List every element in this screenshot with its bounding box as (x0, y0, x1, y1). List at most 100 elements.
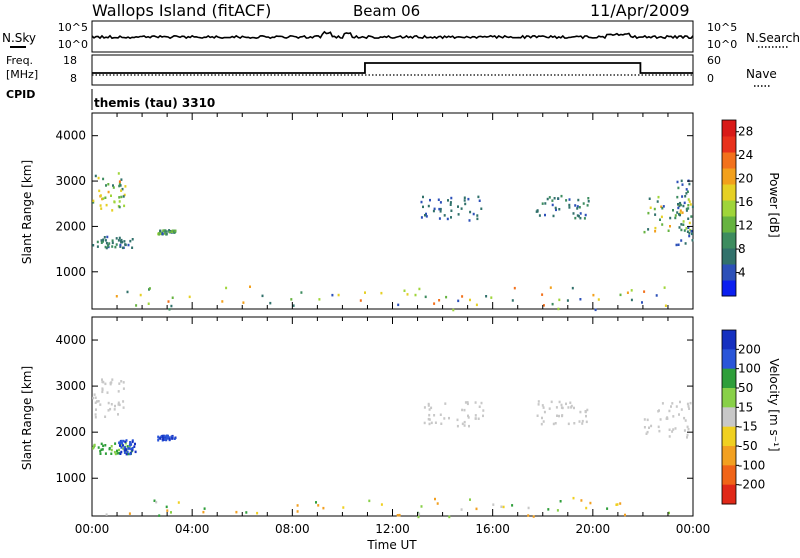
data-point (683, 229, 686, 232)
data-point (647, 228, 650, 231)
data-point (675, 243, 678, 247)
data-point (567, 422, 570, 426)
data-point (428, 418, 431, 421)
nsky-right-tick-top: 10^5 (707, 21, 737, 34)
velocity-colorbar-label: Velocity [m s⁻¹] (767, 358, 781, 451)
data-point (162, 229, 165, 232)
data-point (527, 514, 530, 517)
data-point (597, 298, 600, 301)
data-point (474, 414, 477, 417)
data-point (463, 196, 466, 199)
data-point (92, 447, 95, 450)
data-point (560, 403, 563, 407)
data-point (467, 414, 469, 418)
data-point (124, 446, 126, 449)
data-point (117, 390, 120, 393)
data-point (680, 228, 683, 232)
data-point (261, 294, 264, 298)
data-point (168, 229, 171, 232)
data-point (676, 195, 679, 199)
data-point (594, 308, 597, 312)
data-point (108, 242, 111, 245)
data-point (97, 400, 100, 403)
data-point (424, 295, 427, 299)
data-point (94, 413, 97, 416)
data-point (380, 503, 383, 506)
data-point (681, 211, 684, 214)
data-point (123, 204, 126, 208)
data-point (492, 503, 495, 506)
data-point (100, 442, 103, 446)
data-point (558, 208, 561, 211)
data-point (606, 507, 609, 510)
data-point (129, 239, 132, 243)
data-point (661, 223, 664, 226)
x-tick-label: 08:00 (275, 522, 310, 536)
data-point (103, 236, 106, 239)
y-tick-label: 3000 (55, 379, 86, 393)
freq-right-tick-bottom: 0 (707, 72, 714, 85)
data-point (94, 416, 97, 419)
data-point (102, 444, 105, 448)
data-point (490, 296, 493, 299)
data-point (565, 199, 568, 202)
data-point (300, 291, 303, 294)
data-point (125, 451, 128, 454)
data-point (427, 204, 430, 208)
data-point (119, 452, 122, 455)
colorbar-swatch (722, 407, 736, 428)
colorbar-tick-label: 12 (738, 219, 753, 233)
data-point (100, 241, 103, 244)
data-point (120, 439, 123, 443)
data-point (434, 421, 437, 424)
data-point (97, 176, 100, 180)
colorbar-swatch (722, 446, 736, 466)
data-point (122, 387, 125, 390)
data-point (587, 197, 590, 200)
data-point (120, 195, 123, 199)
data-point (171, 435, 174, 439)
data-point (660, 205, 663, 208)
data-point (674, 216, 677, 220)
data-point (679, 203, 682, 207)
data-point (466, 402, 469, 406)
data-point (427, 402, 430, 406)
data-point (585, 420, 588, 424)
data-point (480, 401, 483, 405)
data-point (163, 232, 166, 235)
data-points (92, 378, 692, 519)
data-point (121, 240, 124, 244)
data-point (624, 513, 626, 517)
data-point (557, 197, 560, 200)
data-point (677, 243, 680, 246)
freq-trace (92, 62, 693, 74)
data-point (428, 422, 431, 426)
data-point (118, 403, 121, 407)
data-point (337, 293, 340, 297)
data-point (677, 186, 680, 190)
colorbar-swatch (722, 248, 736, 265)
data-point (687, 226, 690, 229)
data-point (161, 435, 164, 439)
data-point (161, 439, 164, 442)
data-point (417, 515, 420, 519)
data-point (101, 378, 103, 381)
data-point (418, 512, 421, 515)
data-point (688, 234, 691, 238)
data-point (118, 205, 121, 209)
data-point (619, 293, 622, 297)
data-point (457, 205, 459, 208)
data-point (107, 401, 110, 405)
data-point (672, 428, 675, 431)
data-point (456, 418, 459, 422)
data-point (582, 202, 585, 205)
data-point (159, 437, 162, 440)
data-point (688, 407, 691, 410)
data-point (423, 421, 426, 425)
data-point (541, 404, 544, 407)
data-point (427, 404, 430, 407)
data-point (546, 197, 549, 201)
data-point (502, 505, 505, 509)
data-point (679, 201, 682, 205)
data-point (513, 286, 516, 290)
